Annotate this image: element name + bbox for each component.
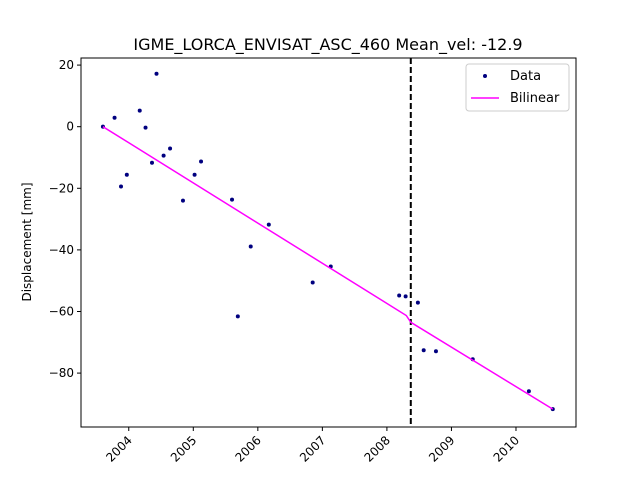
legend-box (465, 63, 570, 112)
data-point (149, 160, 154, 165)
legend-marker (483, 74, 487, 78)
y-tick-label: −60 (49, 304, 74, 318)
data-point (161, 153, 166, 158)
data-point (235, 314, 240, 319)
data-point (143, 125, 148, 130)
data-point (421, 348, 426, 353)
data-point (124, 172, 129, 177)
legend-label: Data (510, 69, 541, 84)
data-point (154, 71, 159, 76)
data-point (266, 222, 271, 227)
data-point (119, 184, 124, 189)
data-point (192, 172, 197, 177)
data-point (180, 198, 185, 203)
y-tick-label: 20 (59, 58, 74, 72)
chart-title: IGME_LORCA_ENVISAT_ASC_460 Mean_vel: -12… (133, 35, 522, 55)
data-point (415, 300, 420, 305)
y-axis-label: Displacement [mm] (20, 182, 34, 301)
data-point (137, 108, 142, 113)
y-tick-label: 0 (66, 120, 74, 134)
plot-frame (80, 57, 577, 428)
data-point (433, 349, 438, 354)
data-point (168, 146, 173, 151)
bilinear-line (102, 126, 554, 410)
x-axis-label: Measurement Date (211, 478, 326, 480)
data-point (112, 115, 117, 120)
y-tick-label: −20 (49, 181, 74, 195)
data-point (397, 293, 402, 298)
data-point (230, 197, 235, 202)
data-point (199, 159, 204, 164)
legend-label: Bilinear (510, 91, 560, 106)
y-tick-label: −80 (49, 366, 74, 380)
data-point (526, 389, 531, 394)
data-point (248, 244, 253, 249)
data-point (403, 294, 408, 299)
y-tick-label: −40 (49, 243, 74, 257)
data-point (310, 280, 315, 285)
